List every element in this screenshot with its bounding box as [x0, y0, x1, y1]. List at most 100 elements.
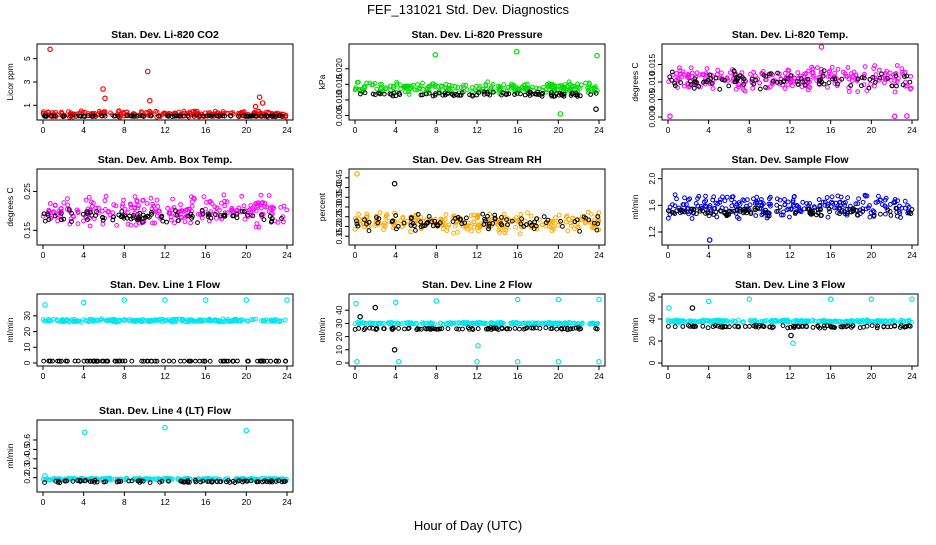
data-point	[437, 320, 443, 326]
data-point	[182, 110, 187, 116]
y-tick-label: 0.15	[334, 228, 344, 245]
data-point	[354, 221, 360, 227]
data-point	[782, 86, 788, 91]
data-point	[381, 326, 387, 332]
x-tick-label: 0	[666, 125, 671, 135]
data-point	[818, 70, 824, 76]
data-point	[129, 113, 134, 119]
data-point	[522, 218, 528, 224]
y-tick-label: 0.3	[22, 462, 32, 474]
data-point	[445, 86, 451, 92]
data-point	[787, 214, 792, 220]
data-point	[581, 214, 587, 220]
series-1	[40, 46, 289, 120]
data-point	[140, 198, 146, 203]
data-point	[450, 219, 456, 224]
data-point	[805, 206, 811, 212]
data-point	[239, 193, 245, 199]
data-point	[888, 324, 894, 330]
data-point	[469, 321, 475, 327]
data-point	[150, 201, 156, 207]
data-point	[509, 321, 515, 326]
outlier-point	[259, 100, 266, 106]
x-tick-label: 4	[706, 250, 711, 260]
outlier-point	[909, 296, 915, 303]
data-point	[112, 358, 118, 364]
data-point	[592, 321, 598, 327]
data-point	[747, 202, 753, 208]
data-point	[235, 478, 241, 484]
data-point	[124, 113, 130, 119]
data-point	[99, 113, 105, 119]
data-point	[769, 319, 775, 325]
data-point	[428, 321, 434, 327]
data-point	[133, 222, 139, 228]
data-point	[802, 82, 808, 88]
data-point	[670, 202, 675, 208]
data-point	[855, 212, 861, 218]
data-point	[269, 204, 275, 210]
data-point	[40, 213, 46, 219]
data-point	[525, 210, 530, 216]
series-2	[42, 477, 288, 486]
data-point	[830, 76, 835, 82]
data-point	[552, 84, 558, 89]
data-point	[476, 90, 482, 96]
data-point	[84, 358, 90, 364]
data-point	[866, 85, 872, 91]
data-point	[902, 69, 908, 75]
data-point	[207, 113, 213, 119]
data-point	[537, 217, 542, 223]
data-point	[207, 358, 213, 364]
data-point	[138, 109, 144, 114]
data-point	[392, 218, 397, 224]
data-point	[125, 221, 131, 227]
y-tick-label: 30	[334, 318, 344, 328]
data-point	[58, 206, 64, 211]
data-point	[235, 358, 240, 364]
data-point	[864, 318, 870, 323]
data-point	[250, 205, 256, 211]
data-point	[735, 323, 741, 329]
x-tick-label: 24	[907, 250, 917, 260]
data-point	[68, 113, 73, 119]
data-point	[867, 77, 873, 82]
data-point	[795, 82, 801, 87]
y-tick-label: 10	[22, 342, 32, 352]
data-point	[155, 204, 161, 209]
data-point	[805, 87, 811, 93]
data-point	[99, 208, 105, 214]
data-point	[889, 83, 895, 89]
data-point	[159, 317, 165, 322]
data-point	[785, 199, 791, 205]
data-point	[860, 206, 866, 212]
data-point	[434, 326, 440, 332]
data-point	[366, 228, 372, 234]
data-point	[220, 113, 226, 119]
data-point	[45, 212, 51, 218]
data-point	[497, 230, 502, 235]
data-point	[266, 193, 272, 198]
x-tick-label: 20	[867, 250, 877, 260]
data-point	[851, 206, 856, 211]
data-point	[562, 82, 568, 87]
data-point	[156, 113, 161, 119]
data-point	[672, 211, 678, 217]
data-point	[239, 208, 245, 214]
x-axis-label: Hour of Day (UTC)	[414, 518, 522, 533]
data-point	[474, 225, 480, 231]
data-point	[669, 210, 675, 215]
data-point	[185, 113, 191, 119]
data-point	[120, 201, 126, 207]
data-point	[187, 479, 192, 485]
data-point	[791, 204, 797, 209]
data-point	[804, 323, 809, 329]
data-point	[885, 76, 890, 81]
x-tick-label: 12	[785, 371, 795, 381]
data-point	[504, 224, 509, 230]
data-point	[168, 217, 174, 223]
data-point	[487, 221, 492, 227]
data-point	[753, 207, 758, 213]
data-point	[253, 201, 259, 207]
y-tick-label: 0.5	[22, 443, 32, 455]
